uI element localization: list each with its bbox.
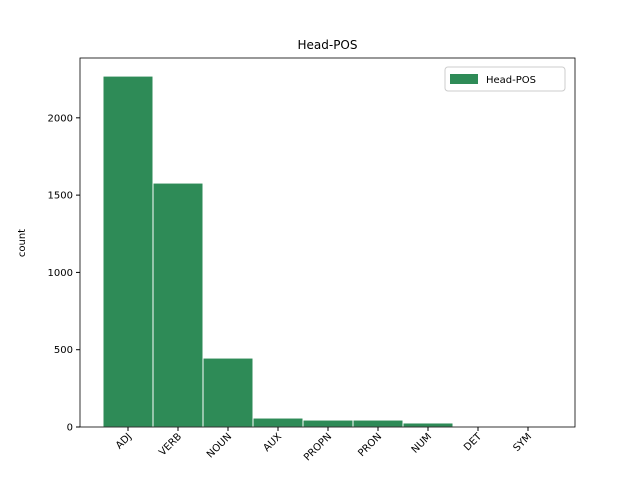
- bar: [252, 417, 304, 428]
- y-tick-label: 2000: [48, 113, 73, 124]
- bar: [152, 182, 204, 428]
- y-tick-label: 500: [54, 345, 73, 356]
- bar: [302, 419, 354, 428]
- bar: [202, 357, 254, 428]
- legend-swatch: [450, 74, 478, 84]
- legend: Head-POS: [444, 66, 566, 92]
- legend-label: Head-POS: [486, 75, 536, 86]
- bar: [102, 75, 154, 428]
- bar: [352, 419, 404, 428]
- chart-title: Head-POS: [297, 38, 357, 52]
- plot-frame: [79, 57, 576, 428]
- legend-frame: [444, 66, 566, 92]
- bar: [402, 422, 454, 428]
- y-tick-label: 1500: [48, 191, 73, 202]
- y-tick-label: 0: [67, 423, 73, 434]
- y-axis-label: count: [17, 229, 28, 257]
- y-tick-label: 1000: [48, 268, 73, 279]
